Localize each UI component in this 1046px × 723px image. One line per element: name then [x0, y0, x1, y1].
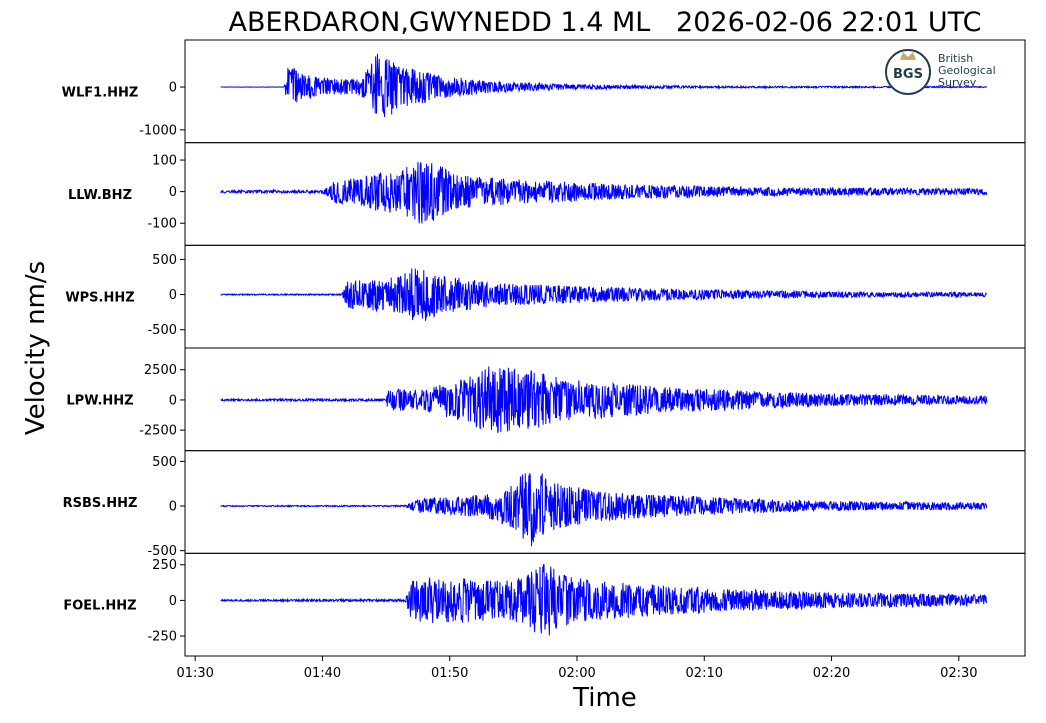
waveform-trace [220, 563, 987, 636]
x-tick-label: 02:10 [686, 666, 723, 681]
station-label: LPW.HHZ [66, 393, 133, 408]
logo-line: Geological [938, 64, 996, 77]
y-tick-label: -500 [147, 323, 177, 338]
logo-abbrev: BGS [893, 67, 923, 82]
y-tick-label: -500 [147, 544, 177, 559]
logo-line: British [938, 52, 973, 65]
y-tick-label: 0 [169, 393, 177, 408]
panel-frame [184, 552, 1026, 657]
y-tick-label: 2500 [144, 363, 177, 378]
logo-line: Survey [938, 76, 977, 89]
y-tick-label: 250 [152, 558, 177, 573]
waveform-trace [220, 366, 988, 433]
trace-panel: LLW.BHZ 100 0 -100 [68, 142, 1026, 246]
trace-panel: WPS.HHZ 500 0 -500 [65, 244, 1026, 349]
y-tick-label: -1000 [139, 123, 177, 138]
y-tick-label: 0 [169, 185, 177, 200]
station-label: FOEL.HHZ [63, 599, 136, 614]
time-axis: 01:30 01:40 01:50 02:00 02:10 02:20 02:30 [176, 656, 978, 681]
y-tick-label: -100 [147, 217, 177, 232]
y-tick-label: -250 [147, 630, 177, 645]
station-label: LLW.BHZ [68, 188, 132, 203]
chart-title: ABERDARON,GWYNEDD 1.4 ML 2026-02-06 22:0… [229, 7, 982, 38]
y-tick-label: 500 [152, 253, 177, 268]
y-tick-label: -2500 [139, 424, 177, 439]
station-label: RSBS.HHZ [63, 496, 138, 511]
crown-icon [900, 52, 916, 60]
trace-panel: WLF1.HHZ 0 -1000 [62, 39, 1026, 144]
x-tick-label: 02:30 [940, 666, 977, 681]
trace-panels: WLF1.HHZ 0 -1000 LLW.BHZ 100 0 -100 WPS.HHZ 500 0… [62, 39, 1026, 657]
x-tick-label: 01:50 [431, 666, 468, 681]
x-tick-label: 02:20 [813, 666, 850, 681]
x-tick-label: 01:40 [304, 666, 341, 681]
x-tick-label: 02:00 [558, 666, 595, 681]
y-tick-label: 0 [169, 594, 177, 609]
station-label: WLF1.HHZ [62, 85, 139, 100]
station-label: WPS.HHZ [65, 291, 134, 306]
waveform-trace [220, 162, 988, 224]
trace-panel: RSBS.HHZ 500 0 -500 [63, 450, 1026, 559]
y-axis-label: Velocity nm/s [21, 261, 51, 435]
x-tick-label: 01:30 [176, 666, 213, 681]
trace-panel: FOEL.HHZ 250 0 -250 [63, 552, 1026, 657]
y-tick-label: 500 [152, 455, 177, 470]
y-tick-label: 0 [169, 288, 177, 303]
waveform-trace [220, 53, 988, 117]
y-tick-label: 0 [169, 81, 177, 96]
x-axis-label: Time [572, 683, 637, 713]
y-tick-label: 100 [152, 154, 177, 169]
bgs-logo-ring [885, 49, 931, 95]
y-tick-label: 0 [169, 500, 177, 515]
trace-panel: LPW.HHZ 2500 0 -2500 [66, 347, 1026, 452]
waveform-trace [220, 268, 988, 321]
waveform-trace [220, 473, 988, 547]
